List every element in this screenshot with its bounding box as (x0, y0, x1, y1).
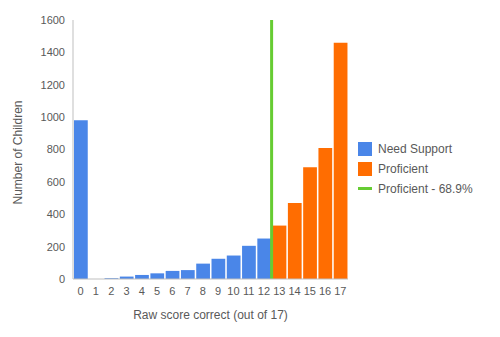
svg-text:5: 5 (154, 285, 160, 297)
svg-text:14: 14 (288, 285, 300, 297)
html-text:Need Support: Need Support (378, 141, 453, 156)
svg-text:6: 6 (169, 285, 175, 297)
svg-text:1400: 1400 (41, 46, 65, 58)
svg-text:4: 4 (139, 285, 145, 297)
html-text:Proficient: Proficient (378, 161, 428, 176)
svg-text:3: 3 (123, 285, 129, 297)
svg-text:400: 400 (47, 208, 65, 220)
svg-text:16: 16 (319, 285, 331, 297)
svg-text:0: 0 (78, 285, 84, 297)
svg-text:1600: 1600 (41, 14, 65, 26)
svg-text:13: 13 (273, 285, 285, 297)
svg-text:12: 12 (258, 285, 270, 297)
svg-text:200: 200 (47, 241, 65, 253)
svg-text:1000: 1000 (41, 111, 65, 123)
html-text:Proficient - 68.9%: Proficient - 68.9% (378, 181, 473, 196)
svg-text:15: 15 (304, 285, 316, 297)
svg-text:Number of Children: Number of Children (11, 100, 25, 204)
svg-text:8: 8 (200, 285, 206, 297)
svg-text:Raw score correct (out of 17): Raw score correct (out of 17) (133, 308, 288, 322)
svg-text:10: 10 (227, 285, 239, 297)
svg-text:1: 1 (93, 285, 99, 297)
svg-text:17: 17 (334, 285, 346, 297)
svg-text:2: 2 (108, 285, 114, 297)
svg-text:800: 800 (47, 143, 65, 155)
svg-text:11: 11 (243, 285, 254, 297)
svg-text:600: 600 (47, 176, 65, 188)
svg-text:1200: 1200 (41, 79, 65, 91)
svg-text:0: 0 (59, 273, 65, 285)
svg-text:7: 7 (185, 285, 191, 297)
svg-text:9: 9 (215, 285, 221, 297)
